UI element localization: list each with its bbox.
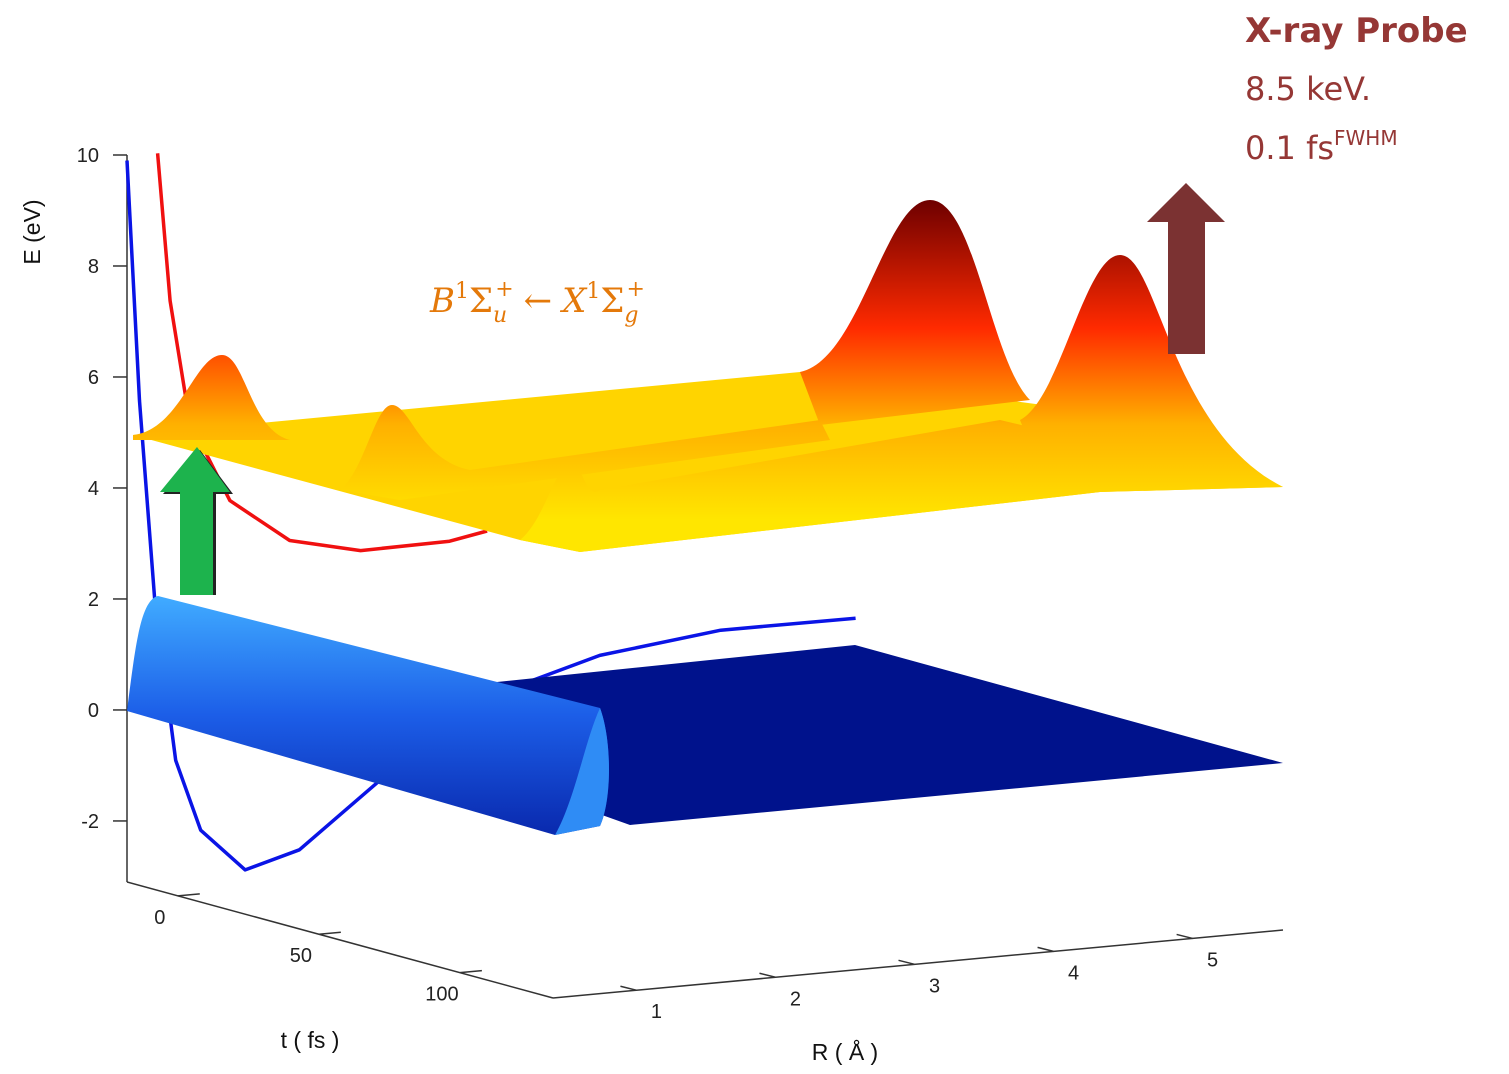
x-tick	[1037, 946, 1054, 953]
x-tick	[898, 959, 915, 966]
probe-duration: 0.1 fsFWHM	[1245, 126, 1398, 167]
peak	[800, 200, 1030, 425]
z-axis-label: E (eV)	[19, 199, 45, 264]
z-tick-label: 4	[88, 478, 99, 500]
probe-arrow	[1147, 183, 1225, 354]
z-tick-label: 6	[88, 367, 99, 389]
transition-label: B1Σu+ ← X1Σg+	[429, 277, 645, 328]
potential-curve	[155, 153, 488, 553]
excited-wavepacket	[133, 200, 1283, 552]
term-symbol: Σ	[469, 281, 493, 321]
x-axis-label: R ( Å )	[812, 1038, 878, 1065]
x-tick	[1176, 933, 1193, 940]
z-tick-label: 2	[88, 589, 99, 611]
potential-curve	[125, 160, 856, 872]
excited-surface	[133, 372, 1283, 552]
probe-title: X-ray Probe	[1245, 11, 1468, 51]
x-tick-label: 5	[1207, 949, 1218, 971]
z-tick-label: 10	[77, 145, 99, 167]
axes	[113, 154, 1284, 999]
peak	[340, 405, 830, 500]
term-letter: B	[429, 281, 455, 321]
term-multiplicity: 1	[455, 279, 469, 304]
probe-duration-value: 0.1 fs	[1245, 129, 1334, 167]
y-tick	[177, 893, 200, 897]
x-tick-label: 1	[651, 1001, 662, 1023]
ground-surface	[420, 645, 1283, 825]
y-tick	[318, 931, 341, 935]
z-tick-label: -2	[81, 811, 99, 833]
peak	[133, 355, 290, 440]
peak	[1020, 255, 1283, 487]
pump-arrow	[160, 447, 233, 595]
ground-wavepacket	[127, 596, 1283, 835]
x-axis	[552, 929, 1284, 999]
x-tick	[620, 985, 637, 991]
y-tick-label: 100	[425, 984, 458, 1006]
term-multiplicity: 1	[586, 279, 600, 304]
term-letter: X	[559, 281, 588, 321]
term-parity: u	[493, 303, 507, 328]
x-tick-label: 4	[1068, 962, 1079, 984]
y-tick-label: 0	[154, 907, 165, 929]
z-tick-label: 8	[88, 256, 99, 278]
x-tick	[759, 972, 776, 979]
term-parity: g	[624, 303, 638, 328]
term-sign: +	[495, 277, 513, 302]
transition-arrow: ←	[524, 281, 553, 321]
y-axis-label: t ( fs )	[281, 1027, 340, 1053]
y-tick-label: 50	[290, 945, 312, 967]
term-symbol: Σ	[600, 281, 624, 321]
z-tick-label: 0	[88, 700, 99, 722]
ribbon-edge	[555, 708, 609, 835]
x-tick-label: 2	[790, 988, 801, 1010]
probe-duration-sup: FWHM	[1334, 126, 1398, 150]
ground-ribbon	[127, 596, 609, 835]
term-sign: +	[627, 277, 645, 302]
y-tick	[459, 969, 482, 974]
x-tick-label: 3	[929, 975, 940, 997]
y-axis	[126, 881, 554, 999]
probe-energy: 8.5 keV.	[1245, 70, 1371, 108]
potential-curves	[125, 153, 856, 872]
